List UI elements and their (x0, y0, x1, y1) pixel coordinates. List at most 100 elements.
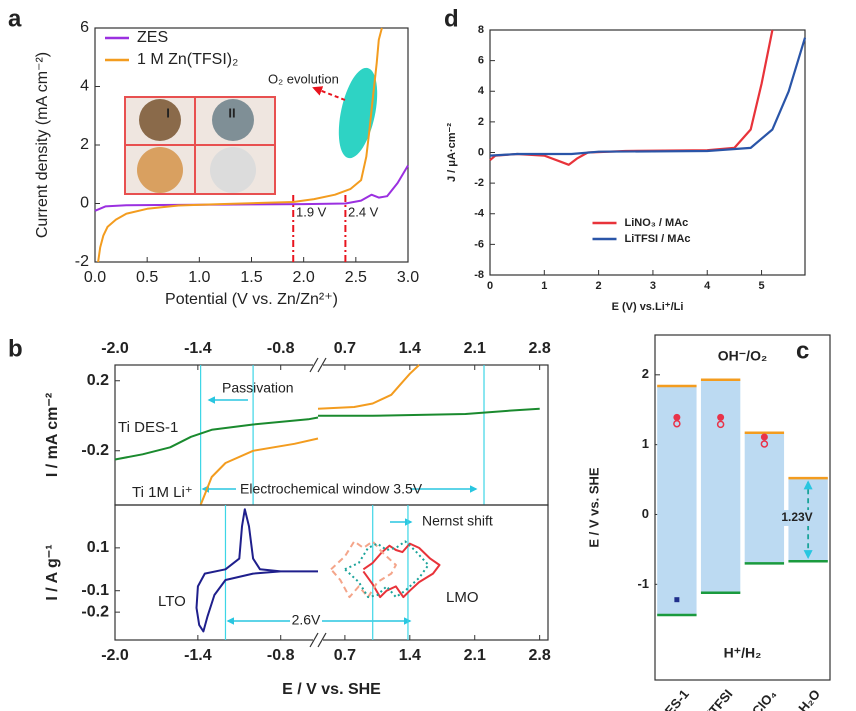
x-tick-label: 2 (596, 280, 602, 292)
y-tick-label: -1 (637, 576, 649, 591)
y-axis-label: J / μA·cm⁻² (446, 123, 458, 182)
category-label: LiTFSI (699, 686, 736, 711)
x-tick-label: 0 (487, 280, 493, 292)
x-tick-label: -1.4 (184, 340, 212, 357)
x-tick-label: 3 (650, 280, 656, 292)
point (673, 413, 681, 421)
legend-label: 1 M Zn(TFSI)₂ (137, 51, 238, 68)
y-tick-label: 0.1 (87, 539, 109, 556)
data-line (199, 364, 420, 506)
annotation: 2.6V (292, 612, 321, 628)
x-tick-label: -0.8 (267, 340, 295, 357)
data-line (114, 407, 540, 461)
annotation: Passivation (222, 380, 294, 396)
x-tick-label: 2.8 (529, 340, 551, 357)
y-tick-label: 2 (80, 136, 89, 153)
y-axis-label: Current density (mA cm⁻²) (34, 52, 51, 238)
y-tick-label: -4 (474, 208, 485, 220)
annotation: Nernst shift (422, 513, 493, 529)
plot-frame (114, 504, 549, 641)
x-tick-label: -0.8 (267, 647, 295, 664)
axis-break-mark (309, 632, 319, 648)
x-tick-label: -2.0 (101, 647, 129, 664)
plot-frame (654, 334, 831, 681)
y-tick-label: 0.2 (87, 372, 109, 389)
point (716, 420, 725, 429)
window-bar (700, 379, 741, 593)
y-axis-label: I / mA cm⁻² (44, 393, 61, 477)
x-tick-label: 1 (541, 280, 547, 292)
arrow (312, 86, 346, 101)
inset-photo (124, 96, 276, 195)
data-line (94, 164, 409, 212)
y-tick-label: 4 (80, 78, 89, 95)
annotation: II (228, 105, 235, 120)
legend-label: ZES (137, 29, 168, 46)
series-label: Ti DES-1 (118, 419, 178, 436)
x-tick-label: 2.1 (464, 340, 486, 357)
legend-label: LiNO₃ / MAc (625, 217, 689, 229)
x-tick-label: 1.5 (240, 269, 262, 286)
y-tick-label: 6 (80, 19, 89, 36)
x-axis-label: E (V) vs.Li⁺/Li (612, 301, 684, 313)
y-tick-label: -0.2 (81, 442, 109, 459)
data-line (330, 540, 397, 599)
y-axis-label: I / A g⁻¹ (44, 544, 61, 600)
data-line (97, 27, 383, 263)
window-bar (744, 432, 785, 564)
limit-label: OH⁻/O₂ (718, 348, 767, 364)
y-tick-label: -2 (75, 253, 89, 270)
x-tick-label: 2.5 (345, 269, 367, 286)
annotation: I (166, 105, 170, 120)
y-tick-label: 6 (478, 55, 484, 67)
y-tick-label: 1 (642, 436, 649, 451)
point (760, 440, 769, 448)
data-line (489, 29, 774, 166)
axis-break (313, 632, 323, 648)
panel-letter: d (444, 5, 459, 32)
point (717, 413, 725, 421)
x-axis-label: E / V vs. SHE (282, 681, 381, 698)
y-tick-label: -0.1 (81, 582, 109, 599)
y-tick-label: 0 (80, 195, 89, 212)
point (674, 597, 680, 603)
data-line (195, 508, 318, 633)
category-label: H₂O (795, 686, 823, 711)
axis-break-mark (317, 632, 327, 648)
data-line (362, 542, 441, 599)
y-tick-label: 0 (478, 146, 484, 158)
x-tick-label: 1.4 (399, 647, 421, 664)
panel-letter: b (8, 335, 23, 362)
x-tick-label: 2.0 (293, 269, 315, 286)
x-tick-label: 3.0 (397, 269, 419, 286)
x-tick-label: -2.0 (101, 340, 129, 357)
annotation-bg (777, 510, 817, 526)
category-label: DES-1 (656, 686, 692, 711)
x-tick-label: 0.5 (136, 269, 158, 286)
y-tick-label: -2 (474, 177, 484, 189)
series-label: LTO (158, 593, 186, 610)
y-tick-label: -0.2 (81, 603, 109, 620)
annotation: O₂ evolution (268, 71, 339, 86)
x-tick-label: 1.4 (399, 340, 421, 357)
y-tick-label: 0 (642, 506, 649, 521)
o2-ellipse (338, 67, 378, 159)
annotation: 1.23V (781, 510, 812, 524)
x-tick-label: 0.7 (334, 340, 356, 357)
y-tick-label: -8 (474, 269, 484, 281)
y-tick-label: 8 (478, 24, 484, 36)
y-tick-label: 2 (478, 116, 484, 128)
x-tick-label: 2.1 (464, 647, 486, 664)
y-axis-label: E / V vs. SHE (586, 467, 601, 548)
panel-letter: a (8, 5, 22, 32)
point (760, 433, 768, 441)
window-bar (657, 385, 697, 616)
limit-label: H⁺/H₂ (724, 645, 762, 661)
data-line (489, 37, 807, 157)
x-tick-label: 5 (758, 280, 764, 292)
annotation: 1.9 V (296, 204, 327, 219)
axis-break (313, 357, 323, 373)
y-tick-label: 2 (642, 366, 649, 381)
x-tick-label: -1.4 (184, 647, 212, 664)
